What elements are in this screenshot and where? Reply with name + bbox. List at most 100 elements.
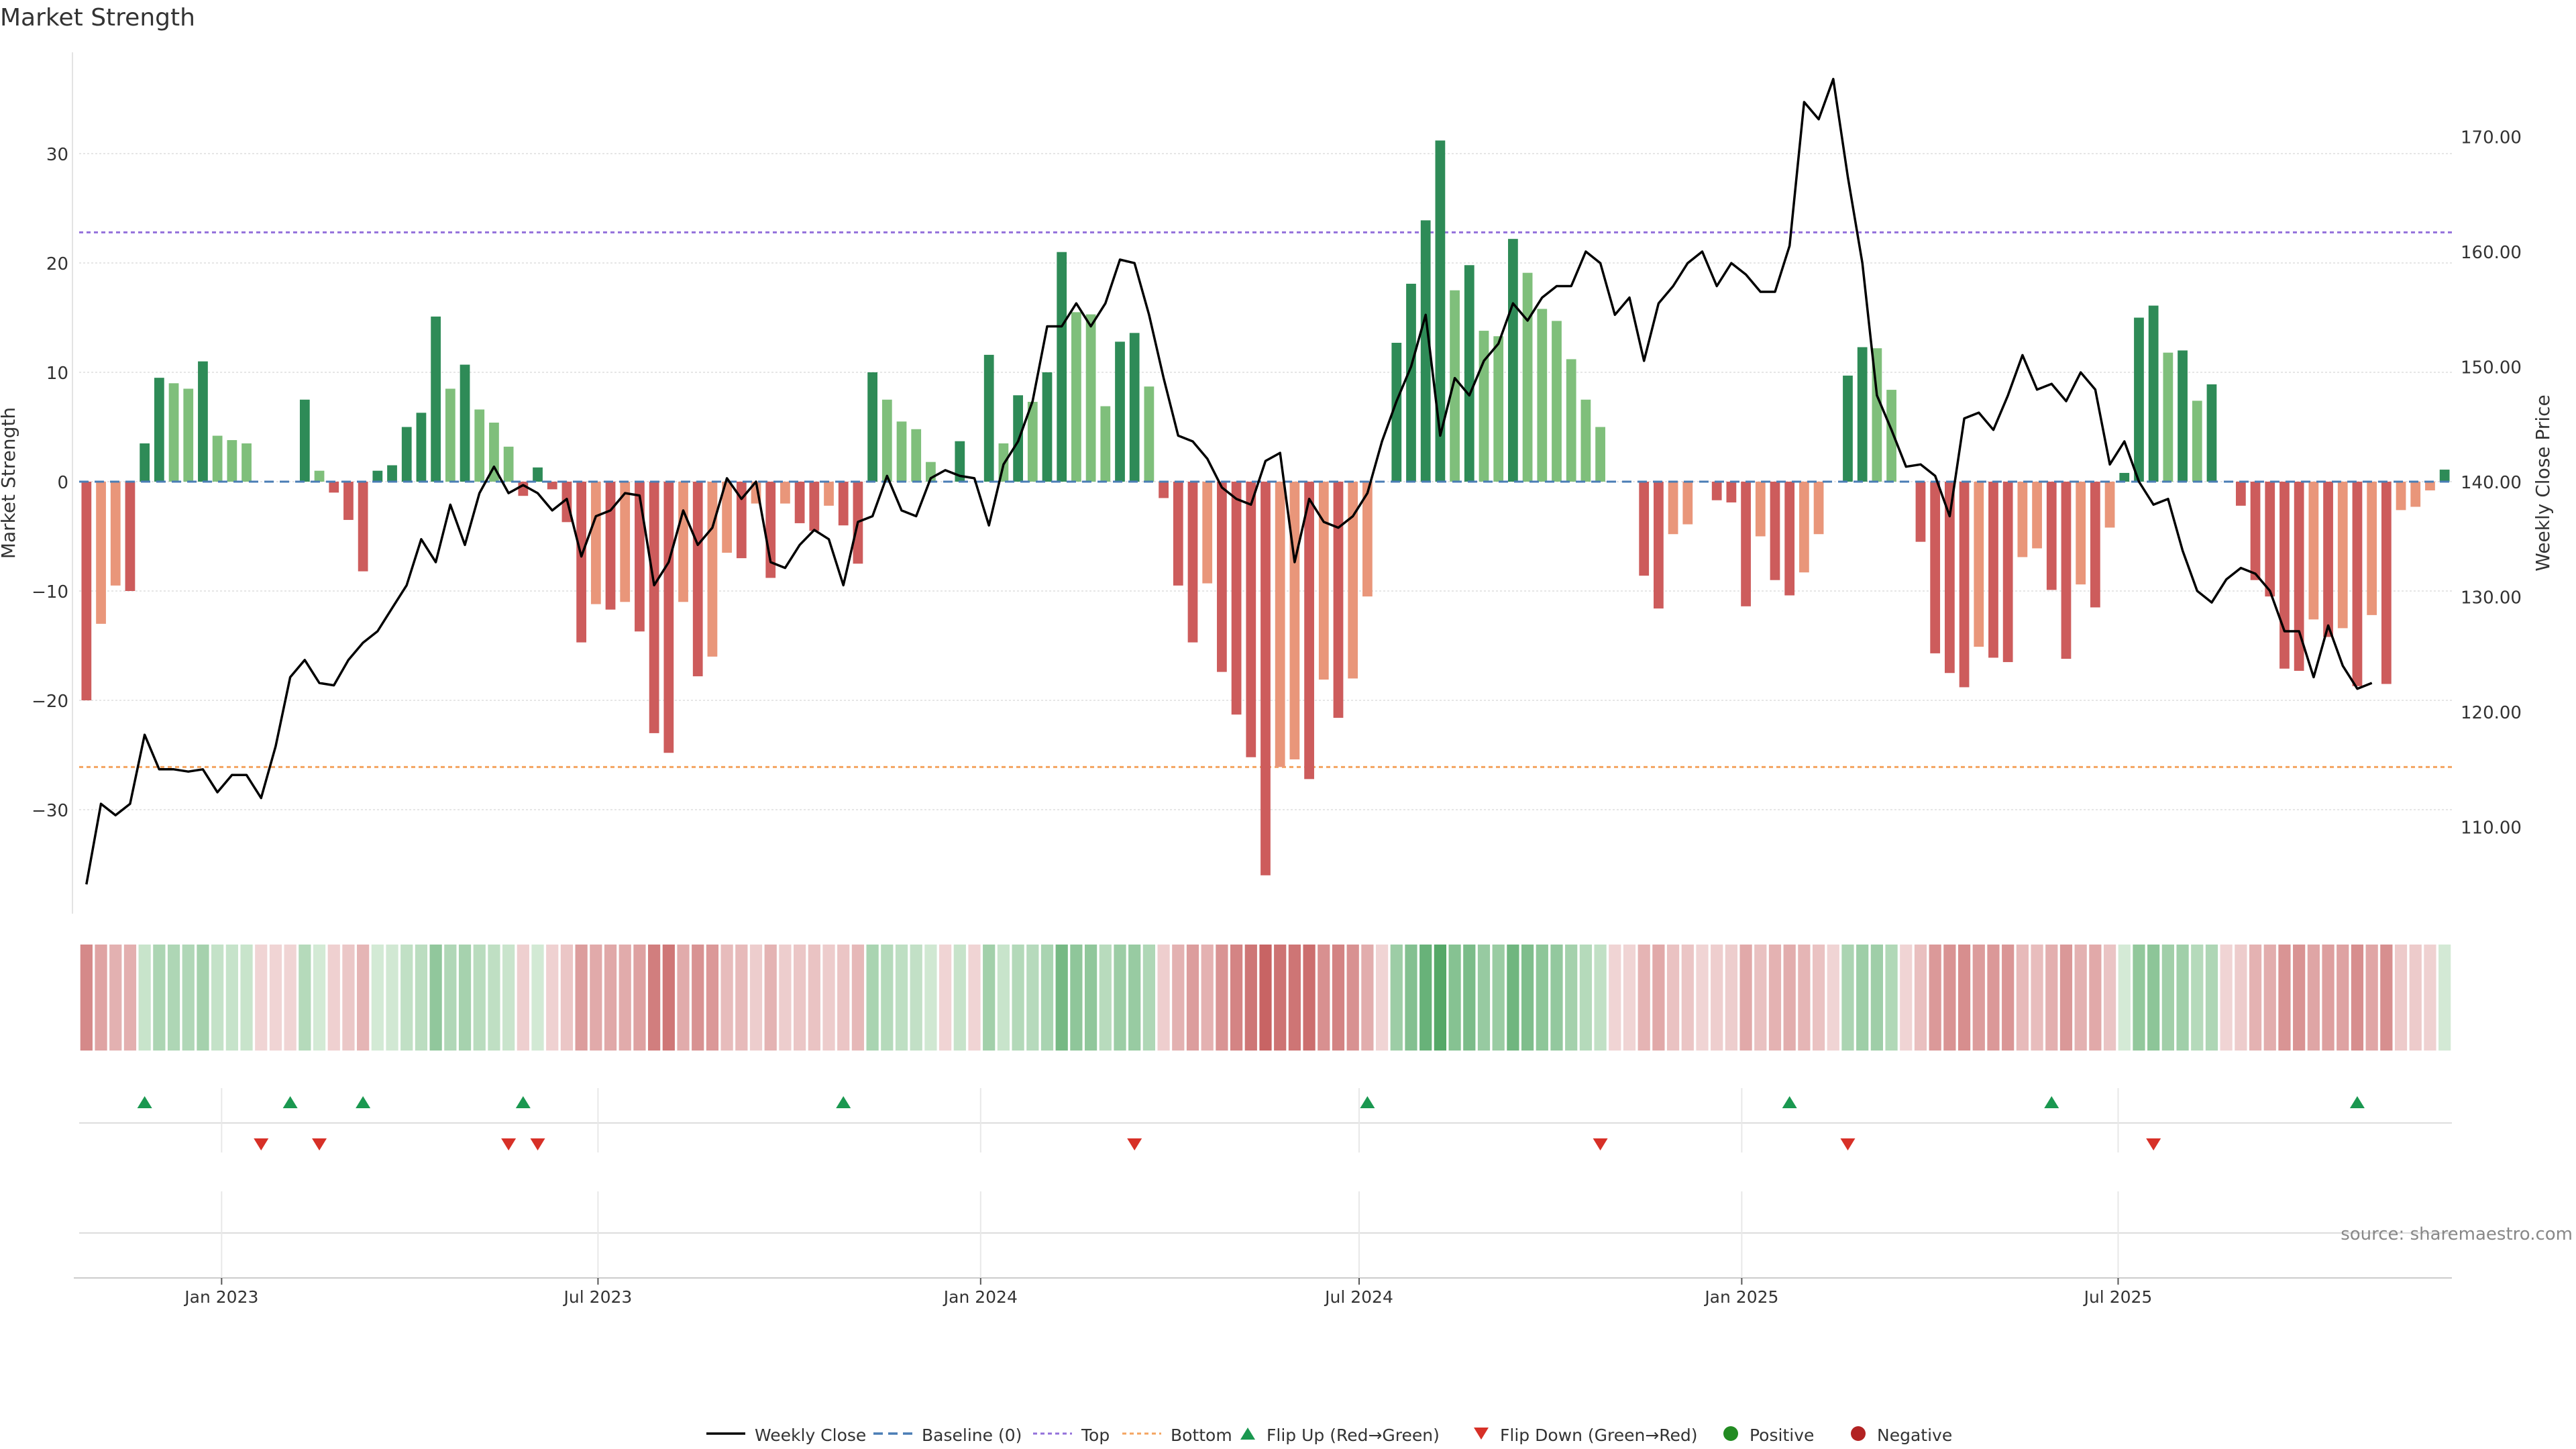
strength-bar xyxy=(1580,399,1591,482)
heat-cell xyxy=(1943,945,1956,1051)
heat-cell xyxy=(2016,945,2029,1051)
x-tick-label: Jan 2023 xyxy=(183,1287,258,1307)
y-tick-label-right: 150.00 xyxy=(2461,358,2522,378)
heat-cell xyxy=(2059,945,2073,1051)
heat-cell xyxy=(2103,945,2116,1051)
heat-cell xyxy=(342,945,355,1051)
heat-cell xyxy=(488,945,500,1051)
strength-bar xyxy=(2192,400,2202,482)
heat-cell xyxy=(1157,945,1170,1051)
strength-heat-strip xyxy=(80,945,2451,1051)
heat-cell xyxy=(924,945,937,1051)
heat-cell xyxy=(604,945,617,1051)
heat-cell xyxy=(1565,945,1578,1051)
heat-cell xyxy=(2337,945,2349,1051)
heat-cell xyxy=(1681,945,1694,1051)
heat-cell xyxy=(822,945,835,1051)
heat-cell xyxy=(1972,945,1985,1051)
strength-bar xyxy=(401,427,412,482)
strength-bar xyxy=(314,470,325,482)
y-tick-label-right: 120.00 xyxy=(2461,703,2522,723)
heat-cell xyxy=(1419,945,1432,1051)
heat-cell xyxy=(1870,945,1883,1051)
heat-cell xyxy=(2045,945,2058,1051)
flip-up-marker xyxy=(515,1096,531,1108)
heat-cell xyxy=(1448,945,1461,1051)
heat-cell xyxy=(502,945,515,1051)
flip-down-marker xyxy=(1593,1138,1608,1150)
strength-bar xyxy=(474,409,485,482)
heat-cell xyxy=(1230,945,1243,1051)
strength-bar xyxy=(1639,482,1650,576)
strength-bar xyxy=(183,388,194,482)
legend-label: Positive xyxy=(1750,1426,1814,1445)
strength-bar xyxy=(1289,482,1300,760)
strength-bar xyxy=(2134,317,2144,482)
y-tick-label-right: 140.00 xyxy=(2461,473,2522,493)
x-tick-label: Jul 2025 xyxy=(2083,1287,2153,1307)
legend-item: Negative xyxy=(1851,1426,1952,1445)
strength-bar xyxy=(1988,482,1998,658)
strength-bar xyxy=(168,383,179,482)
heat-cell xyxy=(109,945,122,1051)
strength-bar xyxy=(1668,482,1678,535)
heat-cell xyxy=(1507,945,1519,1051)
heat-cell xyxy=(1332,945,1345,1051)
strength-bar xyxy=(96,482,106,624)
strength-bar xyxy=(1974,482,1984,647)
strength-bar xyxy=(1595,427,1605,482)
heat-cell xyxy=(1434,945,1447,1051)
heat-cell xyxy=(1754,945,1767,1051)
strength-bar xyxy=(2206,384,2217,482)
strength-bar xyxy=(1129,333,1140,482)
strength-bar xyxy=(198,361,208,482)
heat-cell xyxy=(1318,945,1330,1051)
heat-cell xyxy=(2409,945,2422,1051)
strength-bar xyxy=(125,482,136,591)
strength-bar xyxy=(663,482,674,753)
legend-label: Flip Down (Green→Red) xyxy=(1500,1426,1698,1445)
legend-label: Top xyxy=(1081,1426,1110,1445)
strength-bar xyxy=(635,482,645,632)
strength-bar xyxy=(2337,482,2348,629)
heat-cell xyxy=(1768,945,1782,1051)
heat-cell xyxy=(794,945,806,1051)
flip-down-marker xyxy=(1840,1138,1856,1150)
heat-cell xyxy=(1609,945,1621,1051)
strength-bar xyxy=(736,482,747,559)
strength-bar xyxy=(2265,482,2275,597)
flip-down-marker xyxy=(1127,1138,1142,1150)
flip-down-marker xyxy=(530,1138,545,1150)
legend-item: Flip Up (Red→Green) xyxy=(1240,1426,1440,1445)
heat-cell xyxy=(444,945,457,1051)
strength-bar xyxy=(692,482,703,677)
heat-cell xyxy=(1216,945,1228,1051)
flip-up-marker xyxy=(836,1096,851,1108)
strength-bar xyxy=(1362,482,1373,597)
heat-cell xyxy=(706,945,719,1051)
heat-cell xyxy=(1725,945,1737,1051)
strength-bar xyxy=(2178,350,2188,482)
heat-cell xyxy=(1026,945,1039,1051)
strength-bar xyxy=(911,429,922,482)
strength-bar xyxy=(2076,482,2086,585)
heat-cell xyxy=(1594,945,1607,1051)
strength-bar xyxy=(1726,482,1737,502)
heat-cell xyxy=(386,945,398,1051)
strength-bar xyxy=(140,443,150,482)
heat-cell xyxy=(837,945,850,1051)
strength-bar xyxy=(81,482,92,700)
legend-dot-icon xyxy=(1851,1426,1866,1441)
heat-cell xyxy=(1798,945,1811,1051)
heat-cell xyxy=(851,945,865,1051)
strength-bar xyxy=(1522,272,1533,482)
heat-cell xyxy=(735,945,748,1051)
strength-bar xyxy=(227,440,237,482)
heat-cell xyxy=(1375,945,1389,1051)
legend-label: Baseline (0) xyxy=(922,1426,1022,1445)
heat-cell xyxy=(1492,945,1505,1051)
heat-cell xyxy=(881,945,894,1051)
heat-cell xyxy=(2365,945,2378,1051)
strength-bar xyxy=(431,316,441,482)
heat-cell xyxy=(327,945,340,1051)
